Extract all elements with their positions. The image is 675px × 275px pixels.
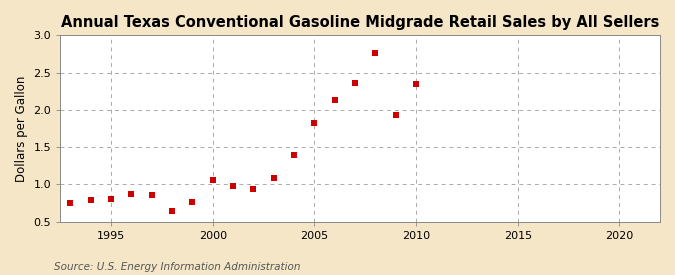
Point bbox=[65, 201, 76, 205]
Point bbox=[390, 113, 401, 117]
Title: Annual Texas Conventional Gasoline Midgrade Retail Sales by All Sellers: Annual Texas Conventional Gasoline Midgr… bbox=[61, 15, 659, 30]
Point bbox=[269, 175, 279, 180]
Point bbox=[329, 98, 340, 102]
Point bbox=[227, 184, 238, 188]
Point bbox=[126, 192, 137, 196]
Point bbox=[370, 51, 381, 56]
Point bbox=[410, 82, 421, 86]
Point bbox=[187, 200, 198, 205]
Point bbox=[248, 187, 259, 191]
Point bbox=[309, 121, 320, 125]
Point bbox=[106, 196, 117, 201]
Y-axis label: Dollars per Gallon: Dollars per Gallon bbox=[15, 75, 28, 182]
Text: Source: U.S. Energy Information Administration: Source: U.S. Energy Information Administ… bbox=[54, 262, 300, 272]
Point bbox=[167, 208, 178, 213]
Point bbox=[350, 81, 360, 85]
Point bbox=[146, 193, 157, 197]
Point bbox=[86, 198, 97, 202]
Point bbox=[289, 152, 300, 157]
Point bbox=[207, 178, 218, 182]
